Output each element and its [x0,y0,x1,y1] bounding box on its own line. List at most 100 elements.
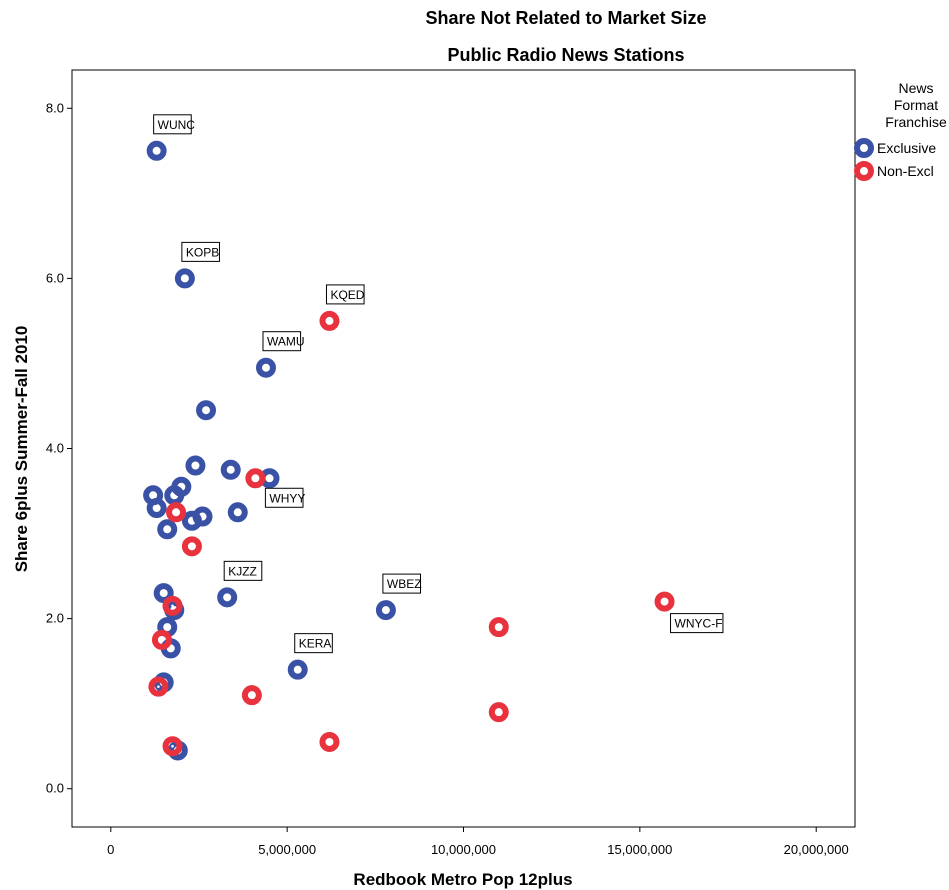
point-center [157,685,160,688]
station-label: WAMU [267,335,305,349]
point-center [190,545,194,548]
station-label: KQED [330,288,364,302]
label-frame [223,560,263,581]
point-marker [319,731,340,752]
point-marker [196,400,217,421]
y-tick-label: 4.0 [46,441,64,456]
point-marker [220,459,241,480]
data-point [245,468,266,489]
data-point [217,587,238,608]
x-axis: 0 5,000,000 10,000,000 15,000,000 20,000,000 [107,827,849,857]
data-point [375,600,396,621]
station-label-box: KQED [325,284,365,305]
point-marker [146,498,167,519]
station-label-box: WBEZ [382,573,422,594]
y-axis: 0.0 2.0 4.0 6.0 8.0 [46,100,72,796]
point-center [174,510,178,514]
point-center [229,468,233,472]
y-tick-label: 8.0 [46,100,64,115]
station-label: WBEZ [387,577,422,591]
point-center [194,464,197,467]
data-point [166,502,187,523]
point-marker [245,468,266,489]
station-label: WUNC [158,118,196,132]
label-frame [670,613,724,634]
point-center [497,625,501,629]
point-marker [255,357,276,378]
point-marker [157,519,178,540]
point-center [264,366,268,369]
point-center [160,638,164,642]
point-center [254,476,257,480]
point-center [250,693,254,697]
x-tick-label: 15,000,000 [607,842,672,857]
data-point [185,455,206,476]
legend-marker-center [862,146,866,150]
legend-item: Exclusive [854,138,936,158]
data-point [181,536,202,557]
legend-label: Exclusive [877,140,936,156]
point-marker [181,510,202,531]
data-point [287,659,308,680]
label-frame [294,633,333,654]
point-center [165,528,169,531]
legend-title-line: Format [894,97,938,113]
station-label-box: KOPB [181,241,220,262]
legend-label: Non-Excl [877,163,934,179]
point-center [155,506,158,510]
point-marker [488,617,509,638]
station-label: KJZZ [228,564,257,578]
x-tick-label: 20,000,000 [784,842,849,857]
chart-subtitle: Public Radio News Stations [447,45,684,65]
point-center [169,647,173,650]
point-marker [181,536,202,557]
station-label: WHYY [269,491,305,505]
point-marker [151,629,172,650]
data-point [227,502,248,523]
x-axis-title: Redbook Metro Pop 12plus [353,870,572,889]
point-labels: WUNC KOPB WAMU KJZZ WBEZ KERA KQED WHYY WNYC-F [153,114,724,654]
data-point [181,510,202,531]
legend-marker-center [862,169,866,173]
point-center [183,277,187,280]
point-marker [319,310,340,331]
station-label-box: WUNC [153,114,196,135]
data-point [157,519,178,540]
point-center [172,493,176,497]
data-points [143,140,675,761]
x-tick-label: 10,000,000 [431,842,496,857]
point-marker [217,587,238,608]
point-marker [164,485,185,506]
data-point [162,595,183,616]
point-center [162,591,166,595]
point-center [165,625,169,629]
point-center [190,519,194,523]
point-center [151,493,155,497]
point-center [296,668,300,671]
station-label-box: KERA [294,633,333,654]
point-center [236,510,240,514]
point-center [268,476,271,480]
legend-item: Non-Excl [854,161,934,181]
point-marker [185,455,206,476]
point-marker [241,685,262,706]
y-tick-label: 6.0 [46,270,64,285]
data-point [220,459,241,480]
data-point [164,485,185,506]
label-frame [181,241,220,262]
legend-marker [854,138,874,158]
station-label-box: WHYY [264,487,305,508]
point-marker [375,600,396,621]
x-tick-label: 5,000,000 [258,842,316,857]
point-center [328,740,331,744]
point-center [171,744,174,748]
data-point [162,736,183,757]
data-point [488,617,509,638]
point-marker [148,676,169,697]
data-point [319,310,340,331]
legend-title-line: Franchise [885,114,947,130]
data-point [196,400,217,421]
point-marker [287,659,308,680]
